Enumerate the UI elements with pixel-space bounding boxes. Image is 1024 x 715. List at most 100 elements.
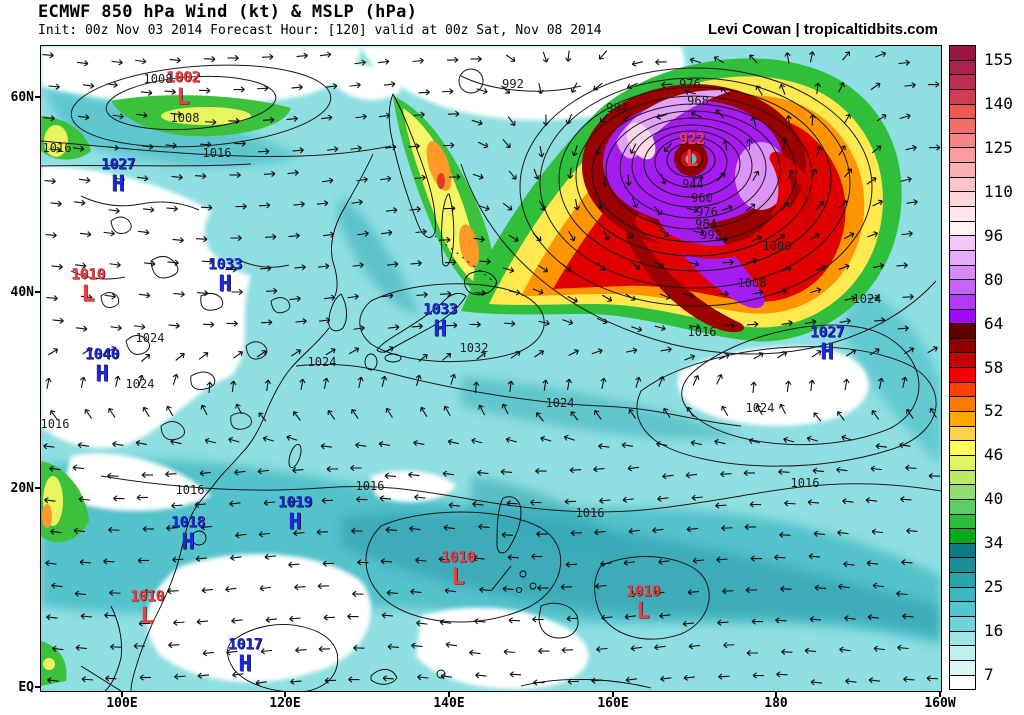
wind-arrow xyxy=(441,88,454,95)
wind-arrow xyxy=(721,204,733,211)
wind-arrow xyxy=(473,555,485,562)
wind-arrow xyxy=(716,556,728,563)
wind-arrow xyxy=(350,464,362,472)
wind-arrow xyxy=(171,174,183,181)
wind-arrow xyxy=(652,527,664,534)
wind-arrow xyxy=(226,649,238,656)
wind-arrow xyxy=(171,502,183,509)
wind-arrow xyxy=(630,645,643,652)
wind-arrow xyxy=(49,146,61,153)
wind-arrow xyxy=(447,110,460,118)
wind-arrow xyxy=(749,54,758,64)
lat-axis-label: 60N xyxy=(10,90,34,105)
lat-axis-label: EQ xyxy=(18,680,34,695)
lon-axis-label: 120E xyxy=(269,696,301,711)
wind-arrow xyxy=(385,207,398,214)
wind-arrow xyxy=(660,675,672,682)
wind-arrow xyxy=(299,378,306,391)
wind-arrow xyxy=(659,229,670,237)
wind-arrow xyxy=(805,318,817,326)
wind-arrow xyxy=(327,410,336,420)
wind-arrow xyxy=(744,523,757,531)
wind-arrow xyxy=(292,147,304,154)
wind-arrow xyxy=(536,530,548,538)
wind-arrow xyxy=(603,229,610,241)
wind-arrow xyxy=(663,407,671,418)
wind-arrow xyxy=(573,198,580,211)
wind-arrow xyxy=(500,468,513,475)
wind-arrow xyxy=(48,83,60,90)
wind-arrow xyxy=(838,145,846,156)
wind-arrow xyxy=(509,671,522,678)
wind-arrow xyxy=(810,168,818,180)
wind-arrow xyxy=(688,643,701,650)
wind-arrow xyxy=(599,497,611,504)
wind-arrow xyxy=(570,411,579,421)
wind-arrow xyxy=(623,559,636,566)
wind-arrow xyxy=(232,671,244,678)
wind-arrow xyxy=(787,169,794,181)
wind-arrow xyxy=(377,58,390,65)
wind-arrow xyxy=(415,374,422,386)
wind-arrow xyxy=(560,583,573,591)
wind-arrow xyxy=(723,322,735,329)
wind-arrow xyxy=(105,346,117,354)
wind-arrow xyxy=(317,582,330,590)
wind-arrow xyxy=(503,320,516,327)
wind-arrow xyxy=(501,531,514,538)
wind-arrow xyxy=(198,87,211,94)
wind-arrow xyxy=(659,612,671,619)
wind-arrow xyxy=(136,494,149,501)
wind-arrow xyxy=(598,50,608,60)
wind-arrow xyxy=(471,119,483,126)
colorbar-cell xyxy=(950,367,975,382)
wind-arrow xyxy=(260,319,273,326)
wind-arrow xyxy=(235,403,242,415)
colorbar-cell xyxy=(950,132,975,148)
wind-arrow xyxy=(45,377,52,390)
wind-arrow xyxy=(50,528,62,535)
colorbar-label: 125 xyxy=(984,137,1013,157)
wind-arrow xyxy=(503,267,515,274)
wind-arrow xyxy=(321,497,334,504)
colorbar-cell xyxy=(950,293,975,309)
wind-arrow xyxy=(501,403,509,415)
wind-arrow xyxy=(78,496,91,503)
wind-arrow xyxy=(475,672,487,679)
wind-arrow xyxy=(380,229,393,236)
wind-arrow xyxy=(502,585,515,592)
wind-arrow xyxy=(905,144,917,152)
wind-arrow xyxy=(357,376,364,388)
wind-arrow xyxy=(165,142,177,149)
wind-field-map xyxy=(41,46,941,691)
wind-arrow xyxy=(296,52,308,59)
wind-arrow xyxy=(896,262,908,269)
wind-arrow xyxy=(780,265,792,273)
wind-arrow xyxy=(113,176,125,183)
wind-arrow xyxy=(900,496,912,503)
wind-arrow xyxy=(141,143,154,150)
wind-arrow xyxy=(845,678,857,685)
wind-arrow xyxy=(264,233,277,240)
wind-arrow xyxy=(353,325,365,332)
wind-arrow xyxy=(628,528,641,535)
wind-arrow xyxy=(721,405,729,417)
wind-arrow xyxy=(843,113,851,125)
wind-arrow xyxy=(418,353,428,362)
colorbar-cell xyxy=(950,381,975,397)
wind-arrow xyxy=(627,465,640,472)
wind-arrow xyxy=(716,374,723,385)
wind-arrow xyxy=(349,82,361,89)
wind-arrow xyxy=(625,174,632,186)
wind-arrow xyxy=(378,441,391,448)
wind-arrow xyxy=(140,89,153,96)
wind-arrow xyxy=(929,407,937,418)
wind-arrow xyxy=(75,325,88,332)
wind-arrow xyxy=(538,647,550,655)
wind-arrow xyxy=(844,295,856,302)
wind-arrow xyxy=(810,287,822,294)
wind-arrow xyxy=(295,647,307,654)
wind-arrow xyxy=(103,230,115,237)
wind-arrow xyxy=(660,173,667,185)
wind-arrow xyxy=(565,113,573,125)
